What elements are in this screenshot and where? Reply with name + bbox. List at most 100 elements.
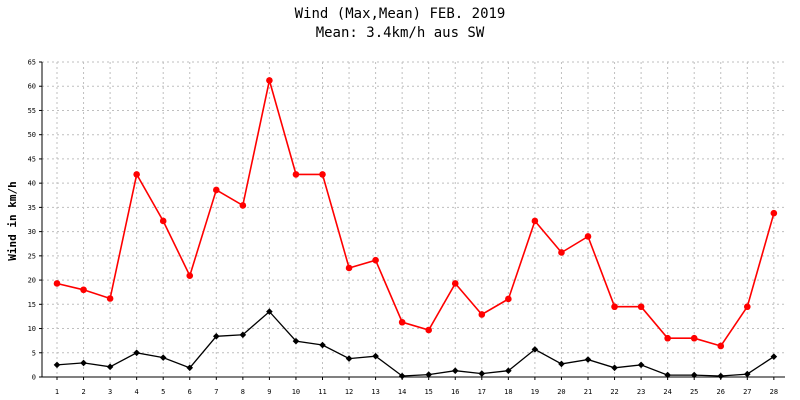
x-tick-label-10: 10 <box>292 388 300 396</box>
series-1-point-16 <box>451 280 459 287</box>
x-tick-label-17: 17 <box>478 388 486 396</box>
series-1-point-5 <box>159 217 167 225</box>
series-2-point-23 <box>637 361 645 369</box>
series-2-point-11 <box>319 341 326 349</box>
series-1-point-15 <box>425 326 433 334</box>
series-1-point-28 <box>770 209 778 217</box>
x-tick-label-13: 13 <box>371 388 379 396</box>
y-ticks: 0 5 10 15 20 25 30 35 40 45 50 55 60 65 <box>28 59 42 382</box>
x-tick-label-23: 23 <box>637 388 645 396</box>
x-tick-label-6: 6 <box>188 388 192 396</box>
series-1-point-21 <box>584 233 592 240</box>
x-tick-label-16: 16 <box>451 388 459 396</box>
x-tick-label-28: 28 <box>770 388 778 396</box>
y-tick-label-15: 15 <box>28 301 36 309</box>
series-2-point-21 <box>584 356 592 363</box>
series-1-point-20 <box>558 249 565 256</box>
x-tick-label-25: 25 <box>690 388 698 396</box>
series-2-point-1 <box>53 361 61 369</box>
series-2-point-7 <box>213 332 220 340</box>
y-tick-label-60: 60 <box>28 83 36 91</box>
series-1-point-10 <box>292 171 300 178</box>
series-1-point-18 <box>505 295 512 303</box>
y-tick-label-0: 0 <box>32 374 36 382</box>
series-2-point-16 <box>451 367 459 374</box>
series-2-point-12 <box>345 355 353 362</box>
series-1-point-27 <box>744 303 751 311</box>
series-2 <box>53 308 778 380</box>
y-tick-label-65: 65 <box>28 59 36 67</box>
series-2-point-20 <box>558 360 565 368</box>
series-2-point-15 <box>425 371 432 378</box>
series-1-point-7 <box>213 186 220 194</box>
y-tick-label-55: 55 <box>28 107 36 115</box>
x-tick-label-26: 26 <box>717 388 725 396</box>
x-tick-label-22: 22 <box>610 388 618 396</box>
series-1-point-25 <box>690 334 698 342</box>
series-2-point-26 <box>717 372 725 380</box>
series-2-point-14 <box>398 372 406 380</box>
x-tick-label-5: 5 <box>161 388 165 396</box>
x-tick-label-7: 7 <box>214 388 218 396</box>
series-2-point-13 <box>372 352 379 360</box>
x-tick-label-11: 11 <box>318 388 326 396</box>
y-tick-label-20: 20 <box>28 277 36 285</box>
x-tick-label-2: 2 <box>81 388 85 396</box>
x-tick-label-14: 14 <box>398 388 406 396</box>
series-1-point-4 <box>133 171 140 178</box>
y-tick-label-30: 30 <box>28 228 36 236</box>
y-tick-label-40: 40 <box>28 180 36 188</box>
series-1-point-1 <box>53 280 61 287</box>
x-tick-label-4: 4 <box>135 388 139 396</box>
chart-title: Wind (Max,Mean) FEB. 2019 <box>295 6 506 22</box>
series-2-point-27 <box>744 370 751 378</box>
series-1-line <box>56 80 775 347</box>
series-1-point-23 <box>637 303 645 311</box>
chart-subtitle: Mean: 3.4km/h aus SW <box>316 25 485 41</box>
series-1-point-11 <box>319 171 326 178</box>
x-tick-label-21: 21 <box>584 388 592 396</box>
series-1-point-26 <box>717 342 725 350</box>
x-tick-label-8: 8 <box>241 388 245 396</box>
series-2-point-25 <box>690 371 698 379</box>
y-tick-label-50: 50 <box>28 131 36 139</box>
series-1-point-12 <box>345 264 353 272</box>
series-1-point-2 <box>80 286 87 294</box>
grid-lines <box>42 61 785 377</box>
series-1-point-24 <box>664 334 671 342</box>
x-tick-label-20: 20 <box>557 388 565 396</box>
series-2-point-18 <box>505 367 512 374</box>
x-tick-label-12: 12 <box>345 388 353 396</box>
series-2-point-17 <box>478 370 486 377</box>
series-2-point-4 <box>133 349 140 357</box>
x-tick-label-9: 9 <box>267 388 271 396</box>
series-1-point-13 <box>372 256 379 264</box>
x-tick-label-3: 3 <box>108 388 112 396</box>
series-2-point-24 <box>664 371 671 379</box>
series-1-point-9 <box>266 77 273 84</box>
series-2-point-19 <box>531 346 539 353</box>
y-tick-label-25: 25 <box>28 252 36 260</box>
y-axis-label: Wind in km/h <box>6 181 19 260</box>
series-1-point-8 <box>239 202 247 209</box>
series-2-point-28 <box>770 353 778 360</box>
series-2-point-5 <box>159 354 167 361</box>
x-tick-label-19: 19 <box>531 388 539 396</box>
series-1-point-19 <box>531 217 539 225</box>
x-tick-label-1: 1 <box>55 388 59 396</box>
x-ticks: 1 2 3 4 5 6 7 8 9 10 11 12 13 14 15 16 17 18 19 20 21 22 23 24 2… <box>55 377 778 396</box>
y-tick-label-45: 45 <box>28 155 36 163</box>
series-2-line <box>56 310 775 377</box>
y-tick-label-10: 10 <box>28 325 36 333</box>
series-1-point-22 <box>611 303 618 311</box>
x-tick-label-27: 27 <box>743 388 751 396</box>
x-tick-label-24: 24 <box>663 388 671 396</box>
series-group <box>53 77 778 380</box>
series-2-point-10 <box>292 337 300 345</box>
series-1-point-6 <box>186 272 194 280</box>
axes <box>41 62 785 378</box>
series-1-point-3 <box>106 295 114 302</box>
series-2-point-22 <box>611 364 618 372</box>
series-2-point-8 <box>239 331 247 339</box>
